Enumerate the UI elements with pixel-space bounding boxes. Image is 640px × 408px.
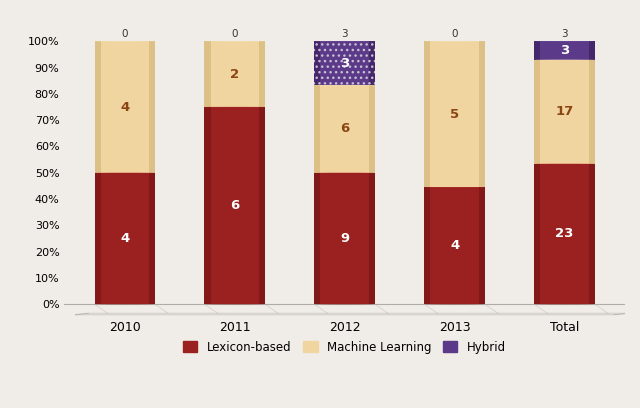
Polygon shape bbox=[76, 313, 627, 315]
Bar bbox=[534, 60, 595, 164]
Text: 0: 0 bbox=[451, 29, 458, 38]
Text: 0: 0 bbox=[122, 29, 128, 38]
Bar bbox=[204, 41, 211, 107]
Bar bbox=[589, 41, 595, 60]
Bar bbox=[369, 41, 375, 85]
Bar bbox=[424, 41, 485, 187]
Bar bbox=[259, 107, 265, 304]
Bar bbox=[204, 107, 211, 304]
Bar bbox=[204, 41, 265, 107]
Bar bbox=[479, 187, 485, 304]
Text: 17: 17 bbox=[556, 105, 573, 118]
Bar bbox=[314, 41, 321, 85]
Bar bbox=[314, 41, 375, 85]
Bar bbox=[314, 41, 375, 85]
Bar bbox=[424, 187, 485, 304]
Text: 4: 4 bbox=[120, 232, 129, 245]
Bar bbox=[424, 187, 430, 304]
Bar bbox=[369, 173, 375, 304]
Bar bbox=[589, 164, 595, 304]
Text: 6: 6 bbox=[340, 122, 349, 135]
Text: 0: 0 bbox=[232, 29, 238, 38]
Bar bbox=[314, 85, 321, 173]
Legend: Lexicon-based, Machine Learning, Hybrid: Lexicon-based, Machine Learning, Hybrid bbox=[179, 336, 511, 358]
Text: 3: 3 bbox=[341, 29, 348, 38]
Bar bbox=[149, 41, 155, 173]
Bar bbox=[424, 41, 430, 187]
Bar bbox=[534, 164, 595, 304]
Text: 3: 3 bbox=[340, 57, 349, 70]
Text: 4: 4 bbox=[450, 239, 460, 252]
Text: 2: 2 bbox=[230, 68, 239, 81]
Bar bbox=[369, 85, 375, 173]
Text: 3: 3 bbox=[560, 44, 569, 57]
Bar bbox=[204, 107, 265, 304]
Bar bbox=[95, 41, 155, 173]
Bar bbox=[534, 164, 540, 304]
Text: 3: 3 bbox=[561, 29, 568, 38]
Bar bbox=[589, 60, 595, 164]
Bar bbox=[95, 173, 155, 304]
Bar bbox=[534, 60, 540, 164]
Bar bbox=[314, 173, 321, 304]
Bar bbox=[534, 41, 540, 60]
Text: 23: 23 bbox=[556, 227, 573, 240]
Text: 9: 9 bbox=[340, 232, 349, 245]
Bar bbox=[314, 85, 375, 173]
Text: 4: 4 bbox=[120, 100, 129, 113]
Bar bbox=[149, 173, 155, 304]
Bar bbox=[314, 173, 375, 304]
Text: 5: 5 bbox=[450, 108, 459, 121]
Text: 6: 6 bbox=[230, 199, 239, 212]
Bar bbox=[479, 41, 485, 187]
Bar bbox=[534, 41, 595, 60]
Bar bbox=[95, 41, 100, 173]
Bar bbox=[95, 173, 100, 304]
Bar bbox=[259, 41, 265, 107]
